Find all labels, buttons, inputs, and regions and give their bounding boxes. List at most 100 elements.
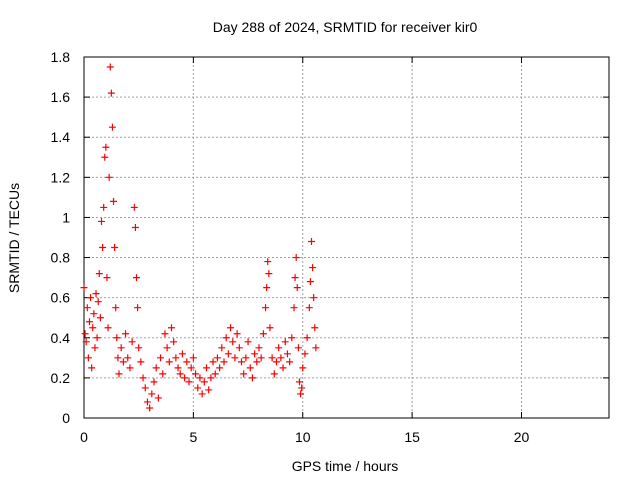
data-point (299, 364, 307, 372)
data-point (251, 350, 259, 358)
data-point (203, 364, 210, 372)
data-point (87, 294, 95, 302)
data-point (303, 334, 311, 342)
y-tick-label: 0 (62, 410, 70, 426)
data-point (298, 384, 306, 392)
x-axis: 0 5 10 15 20 (80, 57, 529, 445)
data-point (105, 173, 113, 181)
data-point (224, 350, 232, 358)
data-point (240, 370, 248, 378)
x-tick-label: 15 (404, 429, 420, 445)
data-point (102, 143, 110, 151)
data-point (99, 244, 107, 252)
data-point (183, 358, 191, 366)
data-point (218, 344, 226, 352)
data-point (104, 324, 112, 332)
x-tick-label: 10 (295, 429, 311, 445)
data-point (220, 358, 228, 366)
data-point (290, 304, 298, 312)
data-point (246, 364, 254, 372)
data-point (126, 364, 134, 372)
x-axis-label: GPS time / hours (292, 458, 399, 474)
data-point (270, 370, 278, 378)
data-point (141, 384, 149, 392)
data-point (157, 354, 165, 362)
data-point (268, 354, 276, 362)
data-point (130, 203, 138, 211)
data-point (266, 324, 274, 332)
y-tick-label: 0.2 (51, 370, 71, 386)
grid (84, 57, 609, 418)
data-point (231, 354, 239, 362)
data-point (309, 264, 317, 272)
data-point (293, 284, 301, 292)
y-axis: 0 0.2 0.4 0.6 0.8 1 1.2 1.4 1.6 1.8 (51, 49, 609, 426)
data-point (264, 258, 272, 266)
data-point (148, 390, 156, 398)
data-point (174, 364, 182, 372)
data-point (279, 364, 287, 372)
data-point (119, 358, 127, 366)
data-point (308, 238, 315, 246)
data-point (187, 364, 195, 372)
data-point (291, 274, 299, 282)
data-point (288, 334, 296, 342)
y-tick-label: 1 (62, 209, 70, 225)
data-point (146, 404, 154, 412)
data-point (85, 318, 93, 326)
data-point (80, 284, 88, 292)
data-point (295, 378, 303, 386)
data-point (103, 274, 111, 282)
y-tick-label: 1.6 (51, 89, 71, 105)
data-point (265, 270, 273, 278)
data-point (165, 358, 173, 366)
data-point (305, 304, 313, 312)
data-point (275, 344, 283, 352)
data-point (281, 338, 289, 346)
data-point (222, 334, 230, 342)
data-point (209, 358, 217, 366)
data-point (216, 364, 224, 372)
data-point (172, 354, 180, 362)
plot-frame (83, 56, 610, 419)
data-point (163, 344, 171, 352)
data-point (131, 223, 139, 231)
x-tick-label: 0 (80, 429, 88, 445)
data-point (128, 338, 136, 346)
data-point (114, 354, 122, 362)
y-axis-label: SRMTID / TECUs (6, 183, 22, 293)
data-point (238, 358, 245, 366)
y-tick-label: 0.6 (51, 290, 71, 306)
data-point (248, 374, 256, 382)
data-point (273, 358, 280, 366)
data-point (108, 123, 116, 131)
data-point (134, 304, 142, 312)
y-tick-label: 0.4 (51, 330, 71, 346)
data-point (95, 270, 103, 278)
data-point (101, 153, 109, 161)
data-point (92, 290, 100, 298)
data-point (301, 350, 309, 358)
data-point (297, 390, 305, 398)
data-point (122, 330, 130, 338)
data-point (244, 338, 252, 346)
data-point (283, 350, 291, 358)
data-point (294, 344, 302, 352)
data-point (94, 298, 102, 306)
data-point (311, 324, 319, 332)
data-point (176, 370, 184, 378)
data-point (117, 344, 125, 352)
data-point (88, 364, 96, 372)
data-point (107, 89, 115, 97)
data-point (310, 294, 318, 302)
data-point (90, 310, 98, 318)
data-point (189, 354, 197, 362)
data-point (100, 203, 108, 211)
data-point (143, 398, 151, 406)
x-tick-label: 5 (189, 429, 197, 445)
data-point (192, 370, 200, 378)
data-point (133, 274, 140, 282)
data-point (198, 390, 206, 398)
data-point (137, 358, 145, 366)
